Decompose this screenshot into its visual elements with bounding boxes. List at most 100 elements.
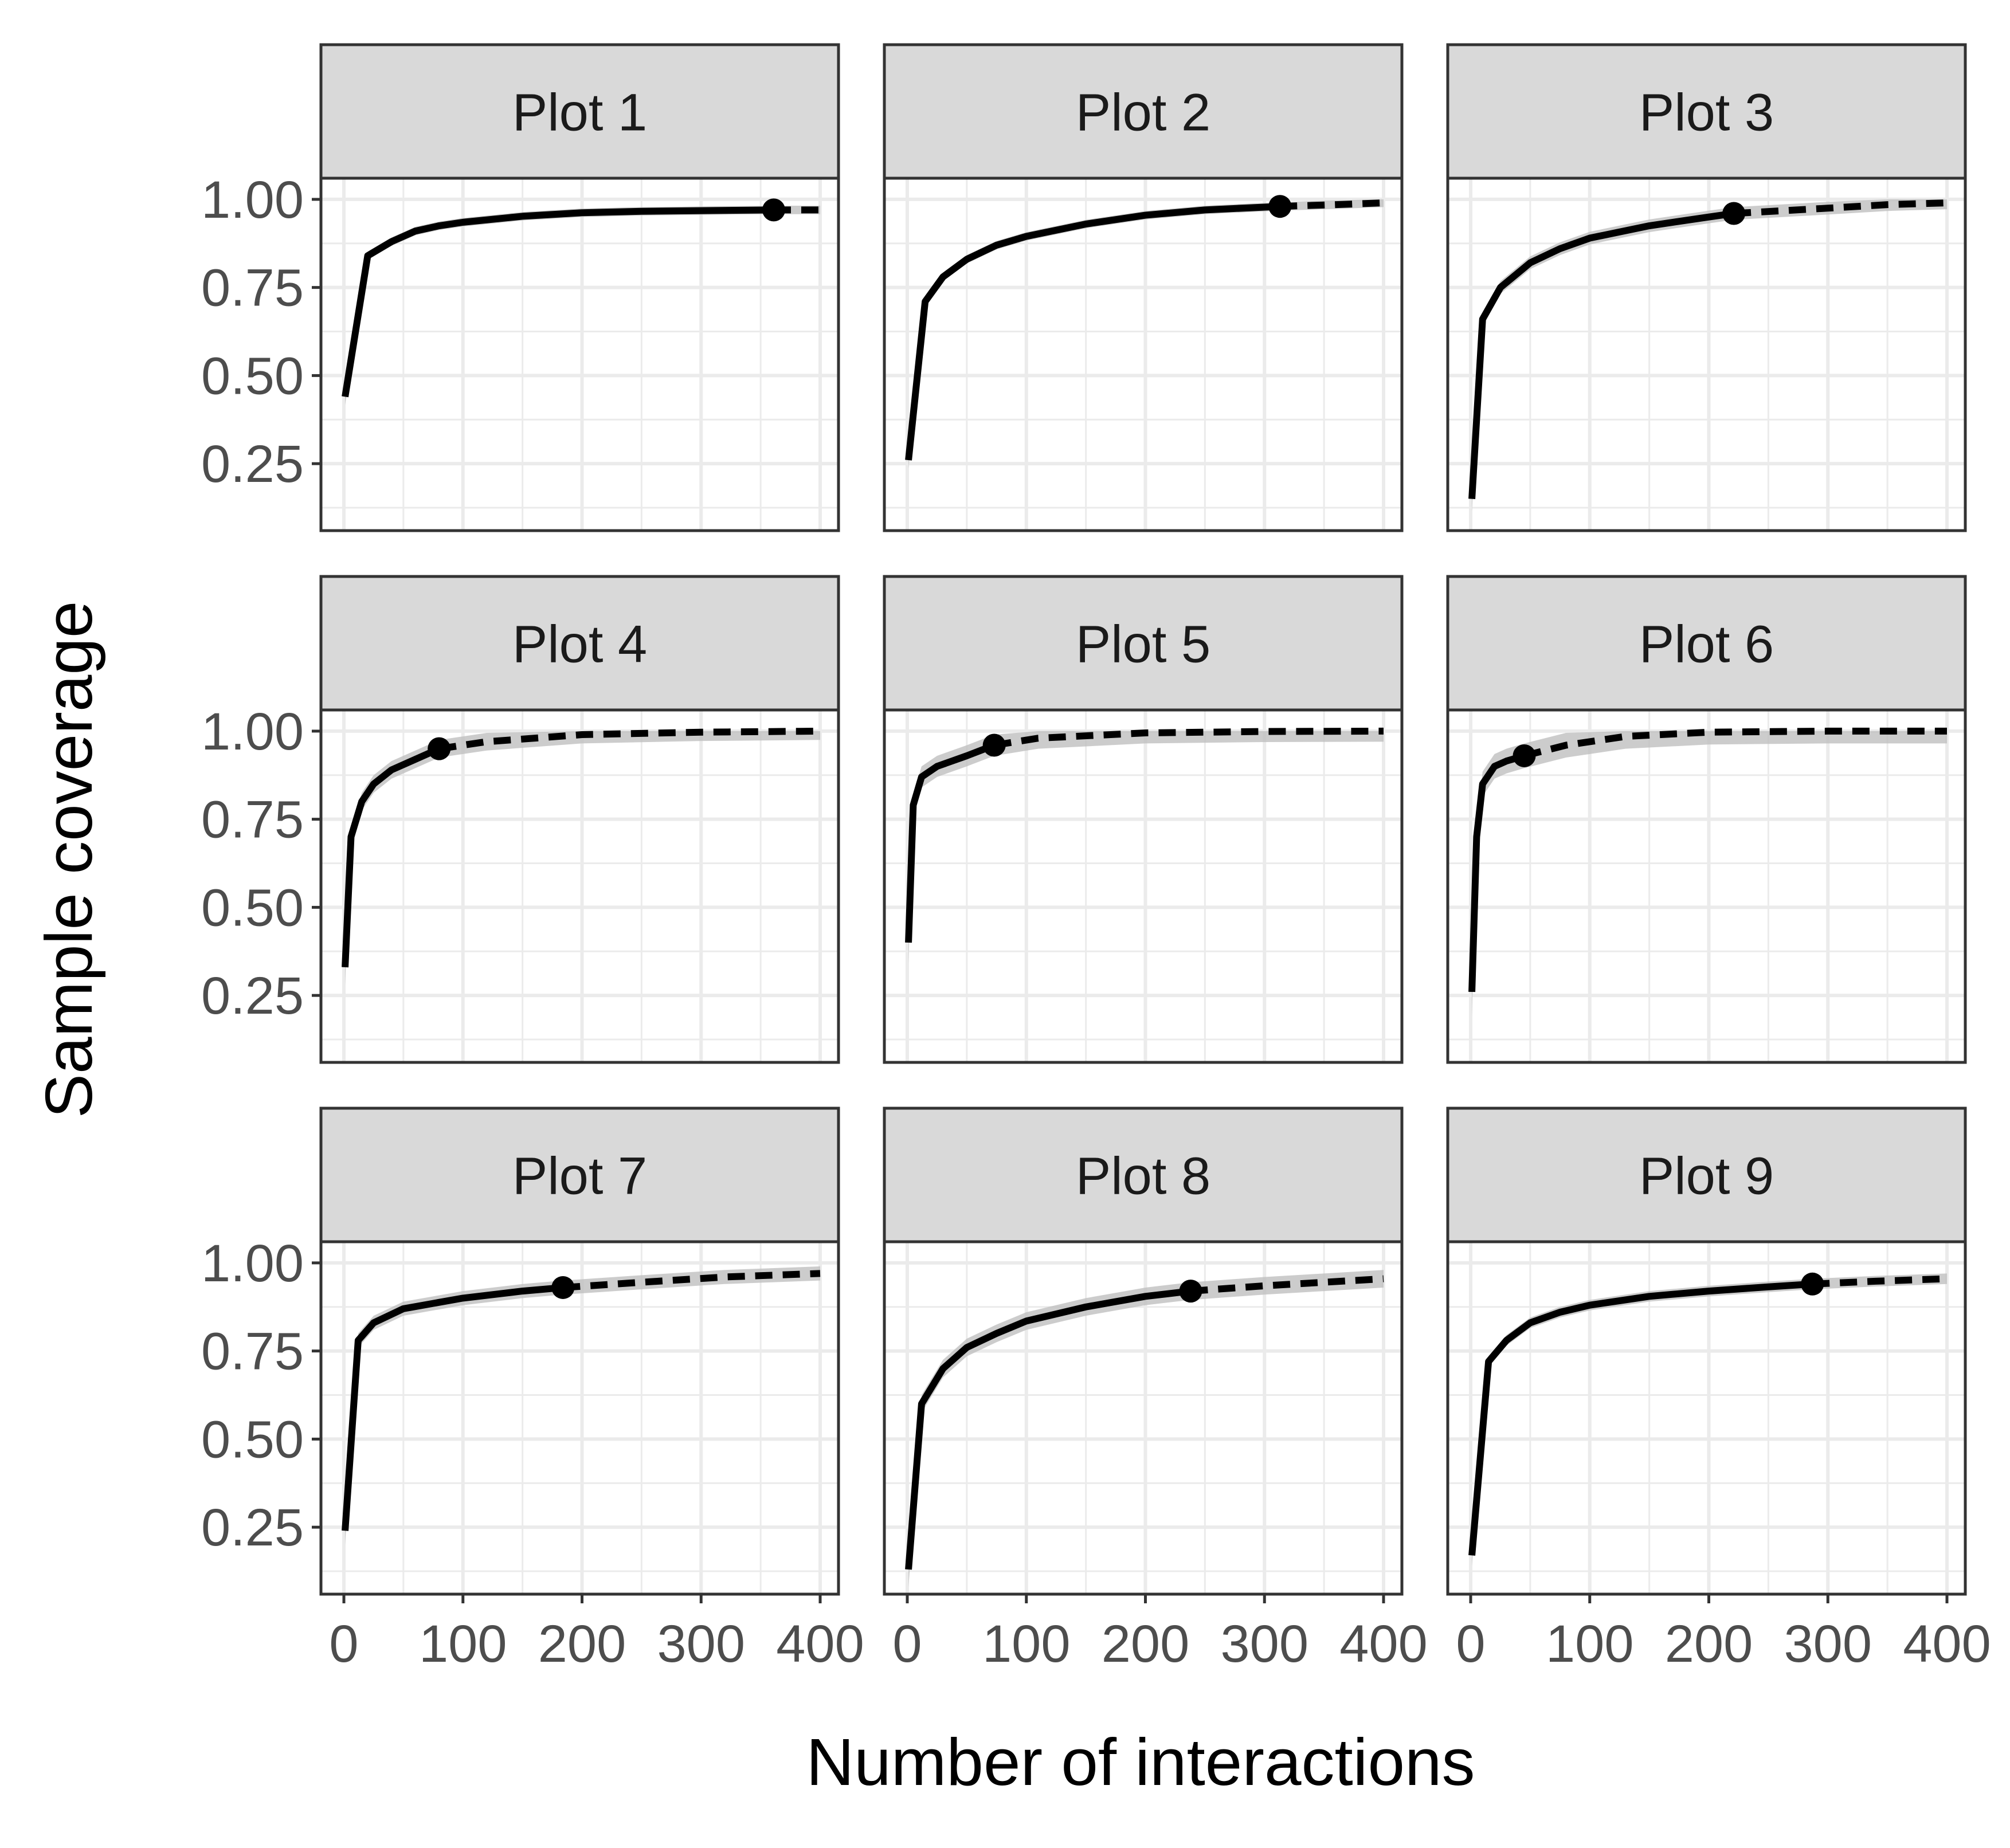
extrapolation-line (1523, 727, 1947, 759)
x-tick-label: 400 (776, 1615, 864, 1673)
panel-border (1446, 176, 1967, 532)
facet-strip-label: Plot 4 (512, 615, 647, 674)
rarefaction-line (1468, 210, 1734, 500)
panel-data (342, 1266, 821, 1545)
facet-strip-label: Plot 9 (1639, 1147, 1774, 1206)
panel-border (883, 708, 1404, 1064)
y-tick-label: 0.75 (201, 791, 304, 849)
panel-border (1446, 708, 1967, 1064)
panel-data (1468, 199, 1948, 512)
facet-strip (319, 43, 840, 180)
observed-point (1179, 1280, 1202, 1303)
facet-panel-3: Plot 3 (1446, 43, 1967, 532)
facet-strip-label: Plot 7 (512, 1147, 647, 1206)
x-tick-label: 400 (1339, 1615, 1428, 1673)
rarefaction-line (905, 203, 1280, 461)
rarefaction-line (342, 746, 441, 968)
extrapolation-line (562, 1270, 821, 1291)
facet-strip-label: Plot 2 (1076, 84, 1210, 142)
facet-strip-label: Plot 5 (1076, 615, 1210, 674)
x-tick-label: 300 (1221, 1615, 1309, 1673)
y-axis-title: Sample coverage (32, 601, 106, 1119)
rarefaction-line (342, 1284, 563, 1531)
x-tick-label: 200 (1665, 1615, 1753, 1673)
panel-border (883, 1240, 1404, 1596)
observed-point (551, 1276, 575, 1299)
panel-background (884, 710, 1402, 1062)
panel-data (905, 1270, 1384, 1587)
x-tick-label: 100 (982, 1615, 1071, 1673)
facet-strip (883, 43, 1404, 180)
y-tick-label: 0.50 (201, 1410, 304, 1469)
panel-data (905, 727, 1384, 964)
panel-border (1446, 1240, 1967, 1596)
panel-background (321, 1242, 839, 1594)
panel-background (1448, 178, 1965, 531)
facet-panel-1: Plot 1 0.25 0.50 0.75 1.00 (201, 43, 840, 532)
y-tick-label: 0.25 (201, 1498, 304, 1557)
panel-background (1448, 710, 1965, 1062)
observed-point (1513, 744, 1536, 767)
extrapolation-line (438, 727, 821, 752)
observed-point (1268, 195, 1292, 218)
y-tick-label: 0.75 (201, 1323, 304, 1381)
y-tick-label: 1.00 (201, 1234, 304, 1293)
facet-panel-8: Plot 8 0 100 200 300 400 (883, 1107, 1428, 1673)
panel-background (884, 178, 1402, 531)
facet-panel-4: Plot 4 0.25 0.50 0.75 1.00 (201, 575, 840, 1064)
facet-strip-label: Plot 3 (1639, 84, 1774, 142)
panel-border (319, 1240, 840, 1596)
extrapolation-line (1280, 199, 1384, 210)
x-tick-label: 300 (657, 1615, 746, 1673)
rarefaction-line (342, 206, 774, 398)
y-tick-label: 1.00 (201, 171, 304, 229)
facet-strip (1446, 43, 1967, 180)
observed-point (1801, 1272, 1824, 1296)
x-tick-label: 100 (419, 1615, 507, 1673)
facet-strip (883, 575, 1404, 712)
x-tick-label: 0 (892, 1615, 922, 1673)
facet-strip (319, 1107, 840, 1243)
y-tick-label: 0.50 (201, 878, 304, 937)
facet-panel-9: Plot 9 0 100 200 300 400 (1446, 1107, 1991, 1673)
facet-panel-5: Plot 5 (883, 575, 1404, 1064)
panel-data (1468, 727, 1947, 1017)
extrapolation-line (993, 727, 1384, 749)
panel-data (1468, 1272, 1948, 1566)
facet-strip-label: Plot 1 (512, 84, 647, 142)
facet-panel-6: Plot 6 (1446, 575, 1967, 1064)
facet-strip-label: Plot 8 (1076, 1147, 1210, 1206)
y-tick-label: 1.00 (201, 703, 304, 761)
y-tick-label: 0.25 (201, 435, 304, 493)
y-tick-label: 0.75 (201, 259, 304, 317)
facet-strip-label: Plot 6 (1639, 615, 1774, 674)
panel-border (319, 176, 840, 532)
extrapolation-line (1733, 199, 1948, 217)
panel-data (342, 198, 820, 406)
observed-point (982, 733, 1006, 757)
x-tick-label: 300 (1784, 1615, 1872, 1673)
facet-panel-2: Plot 2 (883, 43, 1404, 532)
facet-strip (883, 1107, 1404, 1243)
x-tick-label: 200 (1102, 1615, 1190, 1673)
x-tick-label: 0 (329, 1615, 358, 1673)
y-tick-label: 0.25 (201, 967, 304, 1025)
x-tick-label: 200 (538, 1615, 626, 1673)
confidence-band (908, 731, 1384, 964)
x-tick-label: 100 (1546, 1615, 1634, 1673)
observed-point (762, 198, 785, 222)
observed-point (1722, 202, 1746, 225)
facet-strip (1446, 575, 1967, 712)
panel-data (905, 195, 1384, 469)
extrapolation-line (1190, 1275, 1384, 1295)
x-tick-label: 0 (1456, 1615, 1485, 1673)
y-tick-label: 0.50 (201, 347, 304, 405)
panel-background (1448, 1242, 1965, 1594)
facet-panel-7: Plot 7 0.25 0.50 0.75 1.00 0 100 200 300 400 (201, 1107, 864, 1673)
panel-border (319, 708, 840, 1064)
rarefaction-line (905, 741, 996, 943)
facet-panels: Plot 1 0.25 0.50 0.75 1.00 Plot 2 Plot 3 Plot 4… (201, 43, 1991, 1673)
x-tick-label: 400 (1903, 1615, 1991, 1673)
extrapolation-line (1812, 1275, 1948, 1288)
